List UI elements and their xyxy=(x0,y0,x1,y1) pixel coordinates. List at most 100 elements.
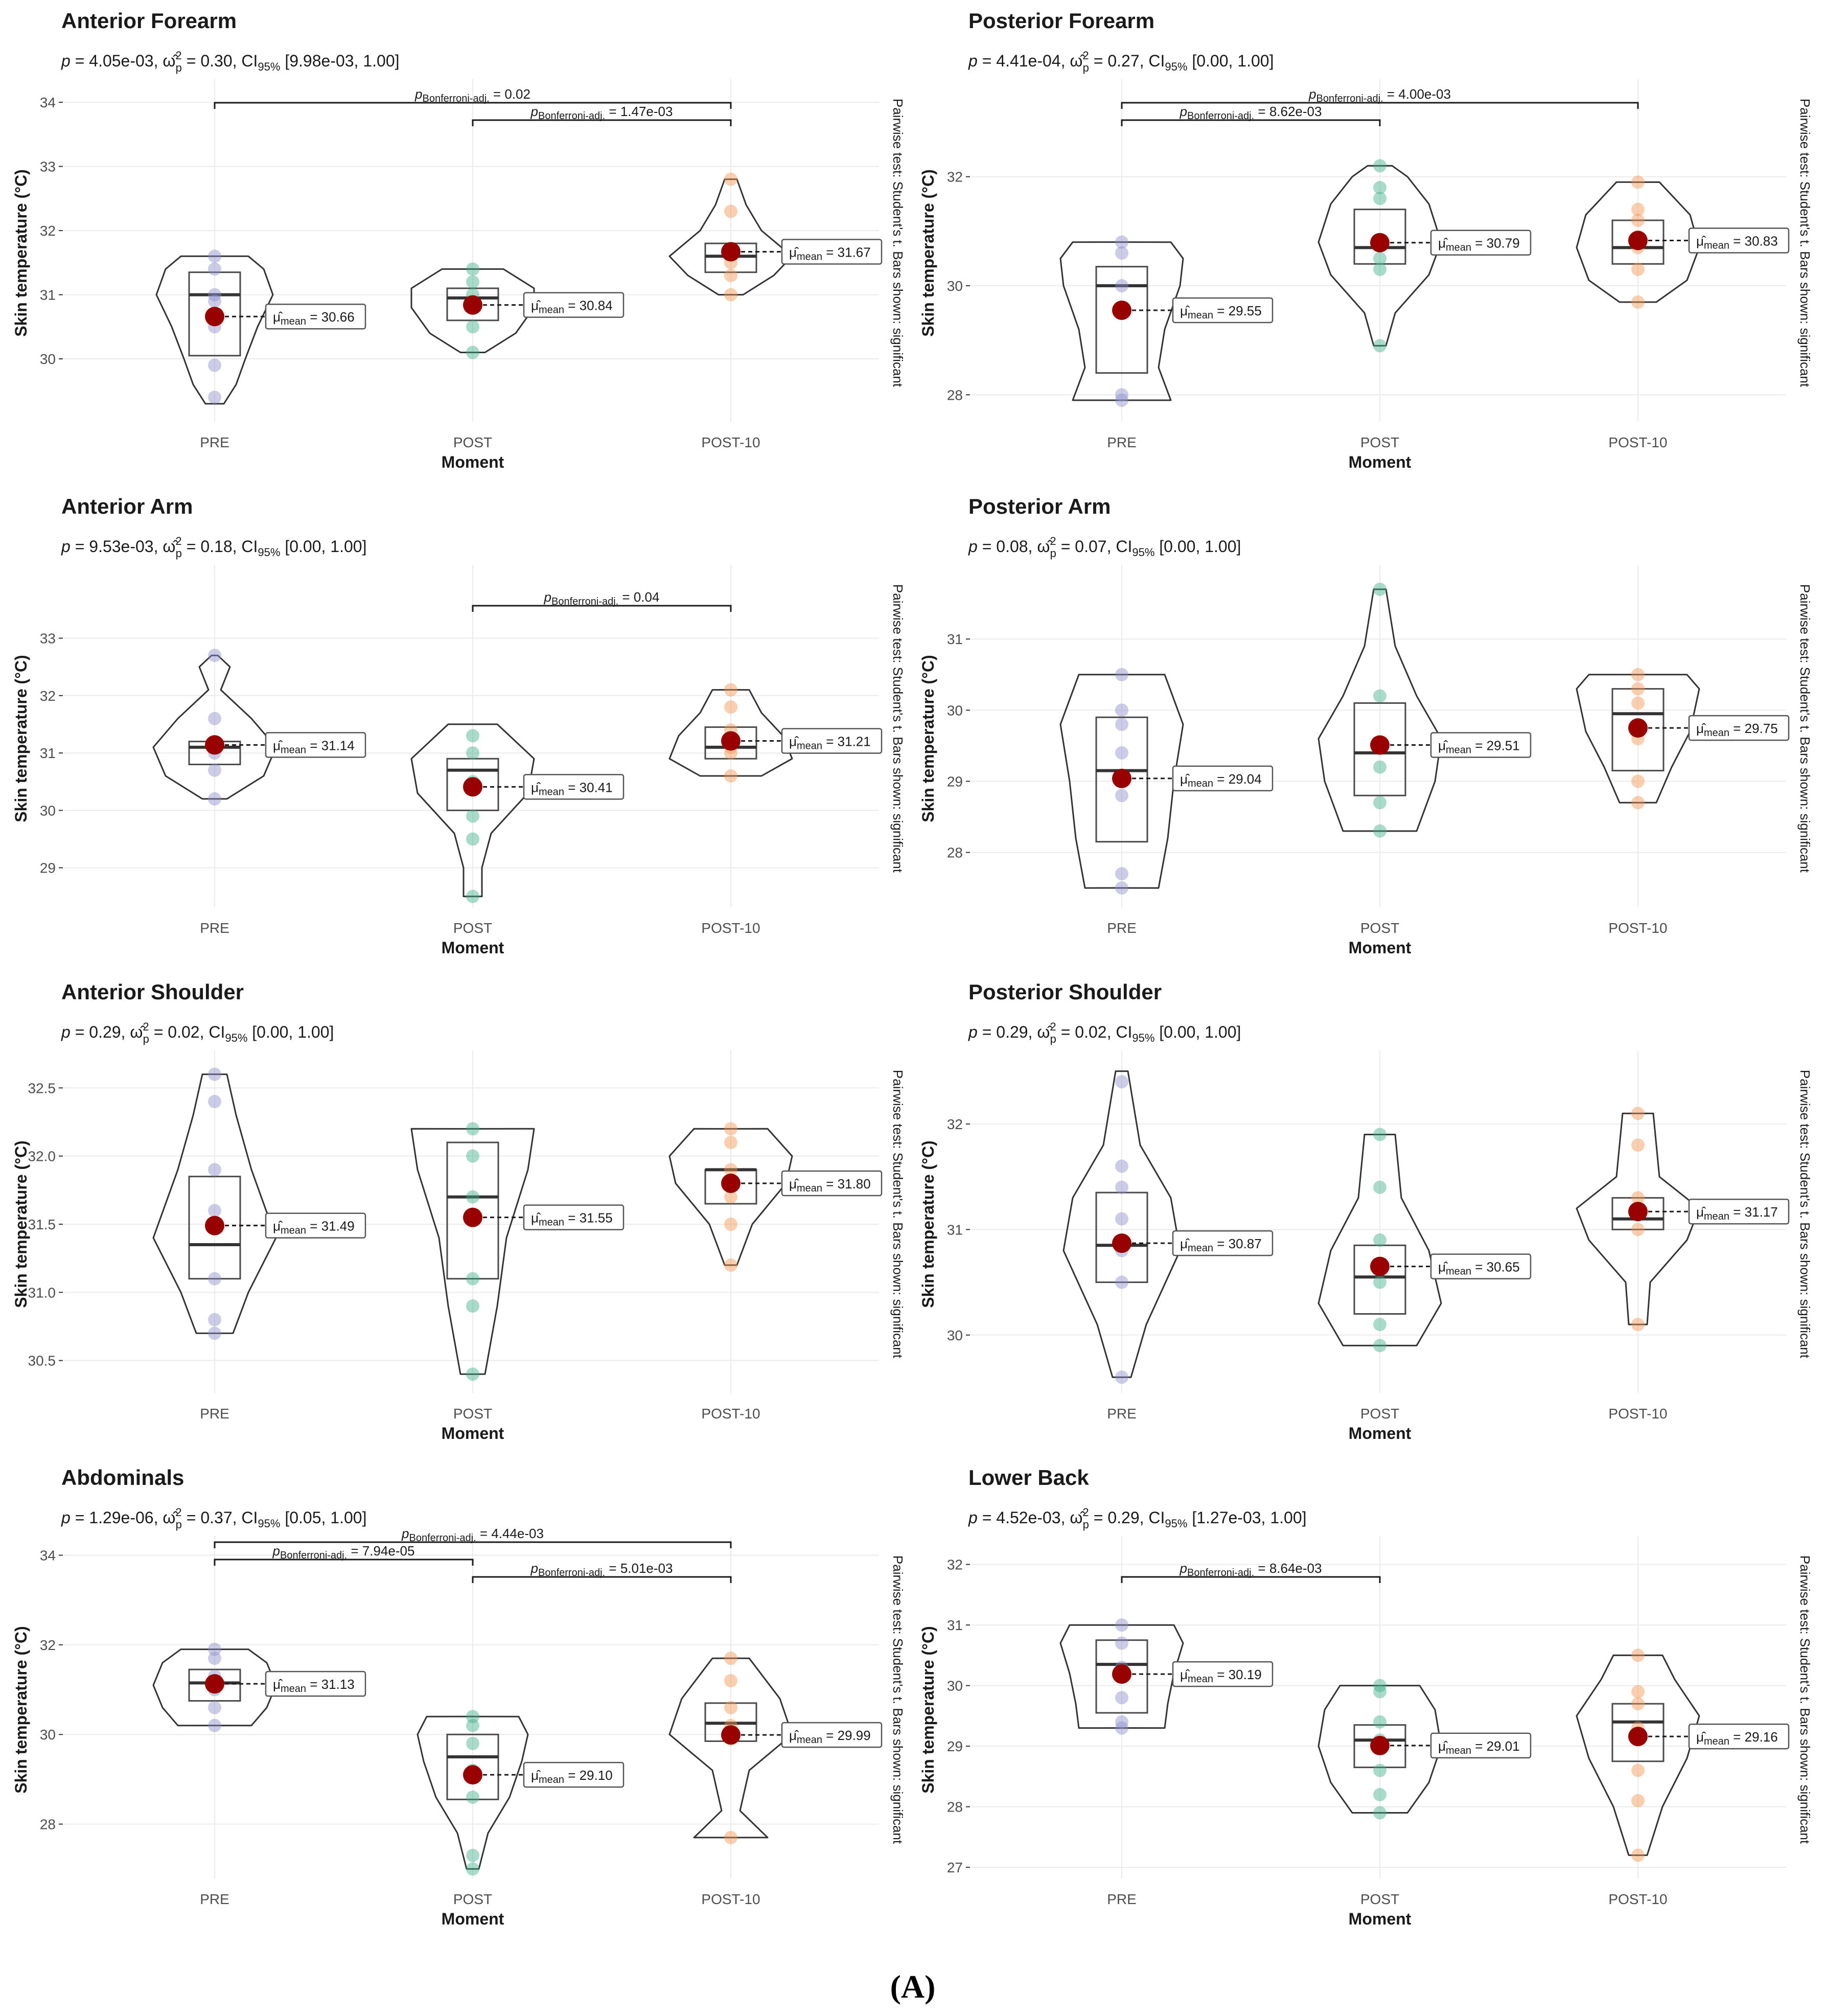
mean-label-box xyxy=(1688,715,1790,741)
data-point xyxy=(1115,246,1128,260)
panel-subtitle: p = 4.52e-03, ω̂2 p = 0.29, CI95% [1.27e-… xyxy=(968,1506,1307,1531)
data-point xyxy=(1373,760,1386,774)
data-point xyxy=(1115,867,1128,881)
y-axis-label: Skin temperature (°C) xyxy=(919,655,937,822)
mean-label: μ̂mean = 31.17 xyxy=(1696,1204,1778,1222)
data-point xyxy=(1115,718,1128,731)
violin-post-10 xyxy=(668,178,793,296)
box-post-10 xyxy=(1611,219,1665,265)
mean-point xyxy=(1370,233,1390,253)
x-tick-label: POST-10 xyxy=(1608,434,1667,450)
mean-label: μ̂mean = 30.83 xyxy=(1696,233,1778,251)
x-axis-label: Moment xyxy=(1349,1910,1412,1928)
mean-label: μ̂mean = 31.49 xyxy=(273,1219,355,1236)
y-tick-label: 30 xyxy=(947,1327,963,1343)
mean-point xyxy=(1112,1664,1131,1684)
violin-post xyxy=(410,723,535,898)
data-point xyxy=(208,1701,221,1714)
y-tick-label: 29 xyxy=(947,773,963,789)
data-point xyxy=(1115,1636,1128,1650)
data-point xyxy=(1115,1691,1128,1705)
data-point xyxy=(208,792,221,806)
x-axis-label: Moment xyxy=(1349,938,1412,957)
data-point xyxy=(1631,682,1645,696)
panel-subtitle: p = 1.29e-06, ω̂2 p = 0.37, CI95% [0.05, … xyxy=(61,1506,366,1531)
x-tick-label: PRE xyxy=(200,1891,229,1907)
mean-label: μ̂mean = 29.75 xyxy=(1696,721,1778,739)
data-point xyxy=(724,204,737,218)
data-point xyxy=(1631,774,1645,788)
mean-label-box xyxy=(523,774,625,800)
violin-post-10 xyxy=(1576,1112,1700,1325)
data-point xyxy=(1373,263,1386,276)
x-axis-label: Moment xyxy=(442,938,504,957)
x-axis-label: Moment xyxy=(442,453,504,471)
x-tick-label: POST-10 xyxy=(1608,1406,1667,1422)
mean-point xyxy=(1628,231,1648,250)
data-point xyxy=(1115,703,1128,717)
y-tick-label: 32.0 xyxy=(28,1149,56,1164)
x-tick-label: POST xyxy=(1360,1406,1399,1422)
data-point xyxy=(1373,251,1386,265)
x-tick-label: PRE xyxy=(200,434,229,450)
data-point xyxy=(208,288,221,302)
y-tick-label: 33 xyxy=(40,159,56,175)
comparison-label: pBonferroni-adj. = 5.01e-03 xyxy=(530,1561,673,1578)
data-point xyxy=(724,172,737,186)
mean-label-box xyxy=(265,1670,366,1697)
data-point xyxy=(1373,159,1386,173)
chart-panel: Posterior Arm p = 0.08, ω̂2 p = 0.07, CI95… xyxy=(919,494,1813,957)
violin-pre xyxy=(152,1073,277,1334)
x-axis-label: Moment xyxy=(1349,453,1412,471)
y-axis-label: Skin temperature (°C) xyxy=(12,655,30,822)
data-point xyxy=(1115,1180,1128,1194)
box-pre xyxy=(188,1176,241,1280)
data-point xyxy=(466,1149,479,1163)
x-axis-label: Moment xyxy=(442,1910,504,1928)
violin-pre xyxy=(152,1648,277,1727)
mean-label-box xyxy=(1688,1723,1790,1750)
mean-label-box xyxy=(1430,1732,1532,1759)
comparison-label: pBonferroni-adj. = 1.47e-03 xyxy=(530,104,673,122)
mean-point xyxy=(463,1765,482,1785)
mean-label-box xyxy=(1430,230,1532,256)
mean-point xyxy=(463,1207,482,1227)
side-caption: Pairwise test: Student's t. Bars shown: … xyxy=(1797,584,1813,873)
data-point xyxy=(1631,1794,1645,1807)
x-tick-label: POST-10 xyxy=(701,434,760,450)
violin-post-10 xyxy=(668,1128,793,1266)
panel-title: Lower Back xyxy=(968,1465,1089,1490)
mean-point xyxy=(721,1725,741,1745)
mean-point xyxy=(1370,1735,1390,1755)
y-axis-label: Skin temperature (°C) xyxy=(919,1140,937,1308)
mean-label-box xyxy=(523,1761,625,1788)
data-point xyxy=(208,358,221,372)
y-tick-label: 31 xyxy=(40,287,56,303)
data-point xyxy=(466,1719,479,1732)
mean-label-box xyxy=(1688,1198,1790,1225)
box-pre xyxy=(188,1668,241,1702)
mean-point xyxy=(1628,1202,1648,1222)
box-post-10 xyxy=(1611,1703,1665,1762)
data-point xyxy=(466,809,479,823)
box-pre xyxy=(1095,1192,1148,1284)
panel-subtitle: p = 0.08, ω̂2 p = 0.07, CI95% [0.00, 1.00… xyxy=(968,535,1241,560)
data-point xyxy=(1373,1275,1386,1289)
data-point xyxy=(1631,796,1645,810)
data-point xyxy=(1373,1180,1386,1194)
data-point xyxy=(466,1790,479,1804)
data-point xyxy=(724,1163,737,1177)
y-tick-label: 28 xyxy=(947,387,963,403)
data-point xyxy=(466,1862,479,1876)
data-point xyxy=(1631,214,1645,227)
side-caption: Pairwise test: Student's t. Bars shown: … xyxy=(1797,1555,1813,1844)
mean-label-box xyxy=(523,1204,625,1230)
data-point xyxy=(466,889,479,903)
data-point xyxy=(1631,696,1645,710)
data-point xyxy=(1373,796,1386,810)
data-point xyxy=(208,1642,221,1656)
y-tick-label: 30 xyxy=(947,702,963,718)
data-point xyxy=(1115,881,1128,895)
x-tick-label: POST xyxy=(1360,920,1399,936)
